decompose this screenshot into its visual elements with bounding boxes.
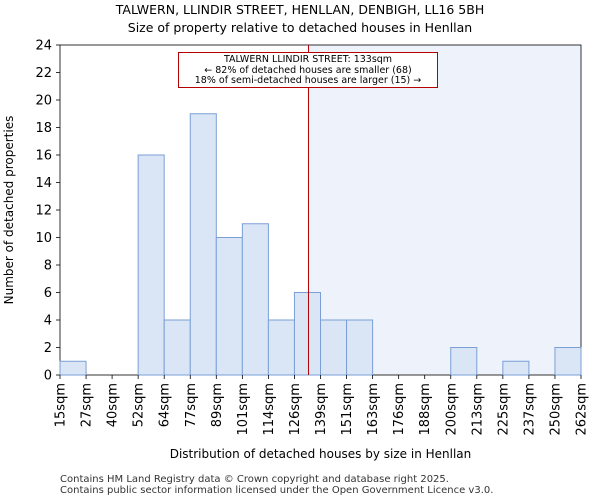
bar (346, 319, 374, 376)
y-axis-label: Number of detached properties (2, 116, 16, 305)
bar (450, 347, 478, 376)
bar (163, 319, 191, 376)
marker-annotation-box: TALWERN LLINDIR STREET: 133sqm ← 82% of … (178, 52, 438, 88)
bar (502, 360, 530, 376)
y-tick-label: 20 (35, 94, 52, 109)
bar (241, 223, 269, 376)
x-tick-label: 163sqm (366, 383, 381, 436)
x-tick-label: 237sqm (522, 383, 537, 436)
y-tick-label: 18 (35, 121, 52, 136)
annotation-line-2: ← 82% of detached houses are smaller (68… (204, 64, 412, 76)
x-tick-label: 27sqm (80, 383, 95, 427)
x-tick-label: 200sqm (444, 383, 459, 436)
y-tick-label: 14 (35, 176, 52, 191)
footer-line-1: Contains HM Land Registry data © Crown c… (60, 474, 449, 485)
x-tick-label: 89sqm (210, 383, 225, 427)
x-axis-label: Distribution of detached houses by size … (170, 447, 472, 461)
footer-line-2: Contains public sector information licen… (60, 485, 494, 496)
annotation-line-1: TALWERN LLINDIR STREET: 133sqm (223, 54, 393, 65)
x-tick-label: 262sqm (575, 383, 590, 436)
y-tick-label: 24 (35, 39, 52, 54)
chart-title: TALWERN, LLINDIR STREET, HENLLAN, DENBIG… (115, 2, 485, 17)
bar (554, 347, 582, 376)
y-tick-label: 0 (44, 369, 52, 384)
bar (320, 319, 348, 376)
x-tick-label: 126sqm (288, 383, 303, 436)
x-tick-label: 250sqm (548, 383, 563, 436)
x-tick-label: 64sqm (158, 383, 173, 427)
bar (267, 319, 295, 376)
x-tick-label: 139sqm (314, 383, 329, 436)
annotation-line-3: 18% of semi-detached houses are larger (… (194, 75, 422, 86)
y-tick-label: 12 (35, 204, 52, 219)
bar (189, 113, 217, 376)
x-tick-label: 52sqm (132, 383, 147, 427)
y-tick-label: 2 (44, 341, 52, 356)
x-tick-label: 151sqm (340, 383, 355, 436)
y-tick-label: 16 (35, 149, 52, 164)
y-tick-label: 4 (44, 314, 52, 329)
y-tick-label: 8 (44, 259, 52, 274)
bar (215, 237, 243, 376)
bar (137, 154, 165, 376)
y-tick-label: 10 (35, 231, 52, 246)
y-tick-label: 22 (35, 66, 52, 81)
bar (59, 360, 87, 376)
x-tick-label: 15sqm (54, 383, 69, 427)
x-tick-label: 101sqm (236, 383, 251, 436)
x-tick-label: 176sqm (392, 383, 407, 436)
x-tick-label: 188sqm (418, 383, 433, 436)
bar (293, 292, 322, 376)
x-tick-label: 213sqm (470, 383, 485, 436)
x-tick-label: 114sqm (262, 383, 277, 436)
chart-subtitle: Size of property relative to detached ho… (127, 20, 473, 35)
x-tick-label: 40sqm (106, 383, 121, 427)
y-tick-label: 6 (44, 286, 52, 301)
x-tick-label: 225sqm (496, 383, 511, 436)
x-tick-label: 77sqm (184, 383, 199, 427)
